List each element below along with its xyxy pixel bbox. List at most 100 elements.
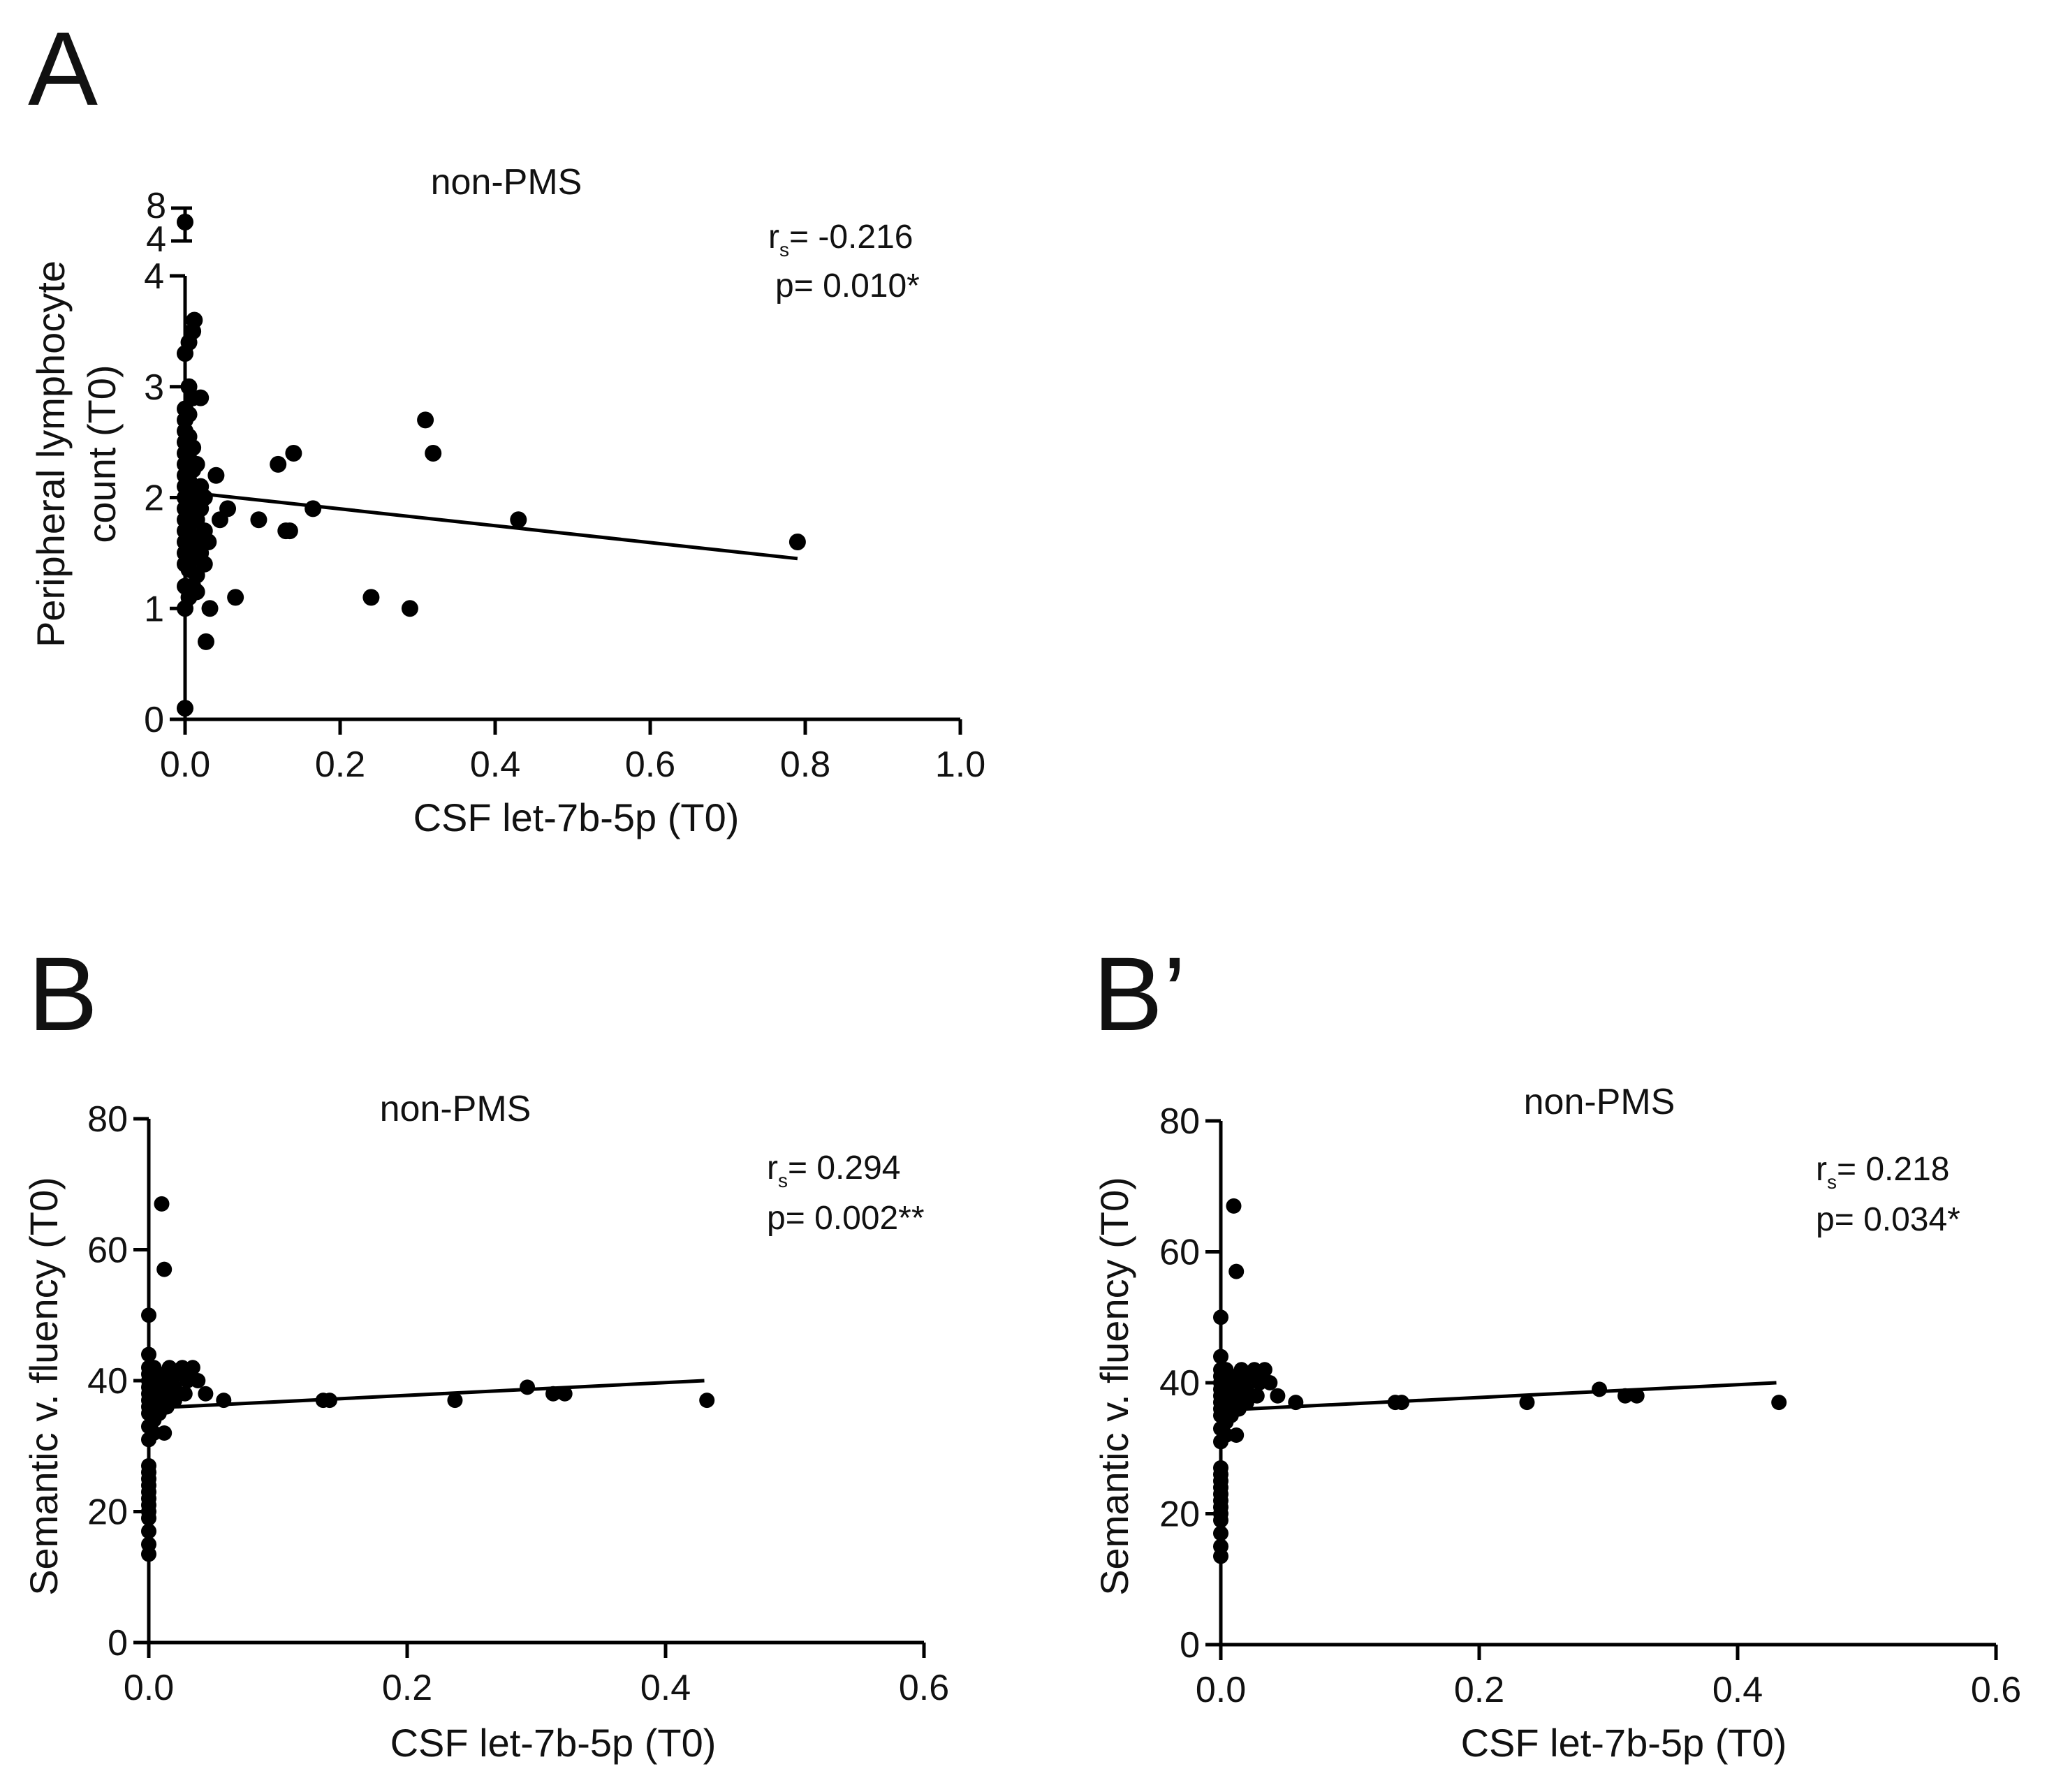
panel-a-data-point <box>219 500 237 517</box>
panel-b-prime-points <box>1213 1198 1787 1564</box>
panel-b-prime-data-point <box>1629 1388 1645 1404</box>
panel-a-xtick-label: 0.8 <box>780 744 830 785</box>
panel-b-data-point <box>198 1386 214 1402</box>
panel-b-ytick-label: 60 <box>87 1231 128 1271</box>
panel-b-prime-title: non-PMS <box>1524 1082 1675 1122</box>
panel-a-title: non-PMS <box>431 162 582 203</box>
panel-b-prime-ytick-label: 60 <box>1159 1233 1200 1273</box>
panel-a-data-point <box>201 600 219 617</box>
panel-a-data-point <box>401 600 418 617</box>
panel-a-ylabel-line2: count (T0) <box>80 365 124 543</box>
panel-b-xtick-label: 0.6 <box>899 1668 949 1708</box>
panel-b-prime-data-point <box>1519 1395 1535 1411</box>
panel-b-data-point <box>156 1261 173 1277</box>
panel-b-rs-label: rs= 0.294 <box>767 1150 900 1191</box>
panel-b-data-point <box>141 1346 156 1363</box>
panel-b-ytick-label: 0 <box>108 1623 128 1664</box>
panel-b-prime-rs-label: rs= 0.218 <box>1816 1151 1949 1193</box>
panel-b-prime-data-point <box>1226 1198 1242 1214</box>
panel-b-stats: rs= 0.294 p= 0.002** <box>767 1150 925 1237</box>
panel-b-fit-line <box>148 1379 705 1410</box>
panel-b-prime-xtick-label: 0.2 <box>1454 1670 1504 1710</box>
panel-a-fit-line <box>184 490 798 561</box>
panel-b-prime-ticks: 0.0 0.2 0.4 0.6 0 20 40 60 80 <box>1159 1101 2021 1710</box>
panel-b-prime-data-point <box>1213 1538 1228 1555</box>
panel-b-prime-data-point <box>1262 1375 1278 1390</box>
panel-b-prime-p-value: p= 0.034* <box>1816 1201 1960 1238</box>
panel-b-data-point <box>177 1386 193 1402</box>
panel-b-prime-ylabel: Semantic v. fluency (T0) <box>1092 1177 1136 1596</box>
panel-a-ticks: 0.0 0.2 0.4 0.6 0.8 1.0 0 1 2 3 4 <box>144 256 985 785</box>
panel-a-data-point <box>184 439 202 457</box>
panel-a-data-point <box>510 511 527 529</box>
panel-b-prime-data-point <box>1213 1460 1228 1476</box>
panel-a-stats: rs= -0.216 p= 0.010* <box>768 219 920 304</box>
panel-b-data-point <box>520 1379 536 1395</box>
panel-b-prime-letter: B’ <box>1093 935 1186 1052</box>
panel-b-prime-data-point <box>1228 1263 1245 1279</box>
panel-b-data-point <box>557 1386 573 1402</box>
panel-a-data-point <box>200 534 217 550</box>
panel-a-data-point <box>227 589 244 606</box>
panel-a-data-point <box>180 406 198 423</box>
panel-b-prime-ytick-label: 0 <box>1180 1625 1200 1666</box>
panel-a-break-data-point <box>177 214 193 230</box>
panel-a-data-point <box>196 555 213 573</box>
panel-a-data-point <box>186 311 203 329</box>
panel-b-prime-ytick-label: 80 <box>1159 1101 1200 1142</box>
panel-a-data-point <box>188 583 205 601</box>
panel-b-prime-data-point <box>1771 1395 1787 1411</box>
panel-a-xtick-label: 0.2 <box>315 744 365 785</box>
panel-b-letter: B <box>28 935 98 1052</box>
panel-a-break-label-4: 4 <box>146 219 166 260</box>
panel-a-xtick-label: 0.0 <box>160 744 210 785</box>
panel-b-prime-stats: rs= 0.218 p= 0.034* <box>1816 1151 1960 1238</box>
panel-b-data-point <box>699 1393 715 1409</box>
panel-a-break-label-8: 8 <box>146 186 166 226</box>
panel-a-xtick-label: 1.0 <box>935 744 985 785</box>
panel-a-xtick-label: 0.6 <box>625 744 675 785</box>
panel-b-data-point <box>141 1536 156 1552</box>
panel-b-ytick-label: 20 <box>87 1492 128 1533</box>
panel-b-prime-xtick-label: 0.4 <box>1712 1670 1763 1710</box>
panel-a-data-point <box>425 445 442 462</box>
panel-a-data-point <box>270 455 287 473</box>
panel-b-ylabel: Semantic v. fluency (T0) <box>22 1177 66 1596</box>
panel-b-prime-xlabel: CSF let-7b-5p (T0) <box>1461 1721 1787 1765</box>
panel-a-ytick-label: 2 <box>144 478 164 519</box>
panel-b: B non-PMS rs= 0.294 p= 0.002** Semantic … <box>22 935 949 1765</box>
panel-b-data-point <box>184 1360 200 1376</box>
panel-a-ytick-label: 0 <box>144 700 164 740</box>
panel-a-data-point <box>285 445 302 462</box>
panel-a-data-point <box>207 467 225 484</box>
panel-a-rs-label: rs= -0.216 <box>768 219 913 260</box>
panel-b-data-point <box>190 1373 206 1388</box>
panel-b-xtick-label: 0.0 <box>124 1668 174 1708</box>
panel-b-xtick-label: 0.4 <box>640 1668 691 1708</box>
panel-b-xlabel: CSF let-7b-5p (T0) <box>390 1721 717 1765</box>
panel-a-data-point <box>305 500 322 517</box>
panel-a-ytick-label: 3 <box>144 367 164 408</box>
panel-a-ytick-label: 4 <box>144 256 164 297</box>
panel-a-p-value: p= 0.010* <box>775 267 920 304</box>
panel-a-data-point <box>188 455 205 473</box>
panel-a-data-point <box>196 489 213 506</box>
panel-b-prime-ytick-label: 20 <box>1159 1494 1200 1535</box>
panel-b-prime-xtick-label: 0.6 <box>1971 1670 2021 1710</box>
panel-b-prime-data-point <box>1270 1388 1286 1404</box>
panel-b-prime-xtick-label: 0.0 <box>1196 1670 1246 1710</box>
panel-b-prime-data-point <box>1213 1349 1228 1365</box>
panel-b-prime-data-point <box>1256 1362 1272 1378</box>
panel-b-prime-data-point <box>1213 1309 1228 1325</box>
panel-b-data-point <box>154 1196 170 1212</box>
panel-a-ytick-label: 1 <box>144 589 164 629</box>
panel-a-data-point <box>250 511 267 529</box>
panel-b-data-point <box>141 1523 156 1539</box>
panel-b-data-point <box>141 1307 156 1323</box>
panel-b-data-point <box>141 1457 156 1474</box>
panel-b-title: non-PMS <box>380 1089 531 1129</box>
panel-a-xtick-label: 0.4 <box>470 744 520 785</box>
panel-a-data-point <box>192 389 210 406</box>
panel-a: A non-PMS rs= -0.216 p= 0.010* Periphera… <box>28 10 985 839</box>
